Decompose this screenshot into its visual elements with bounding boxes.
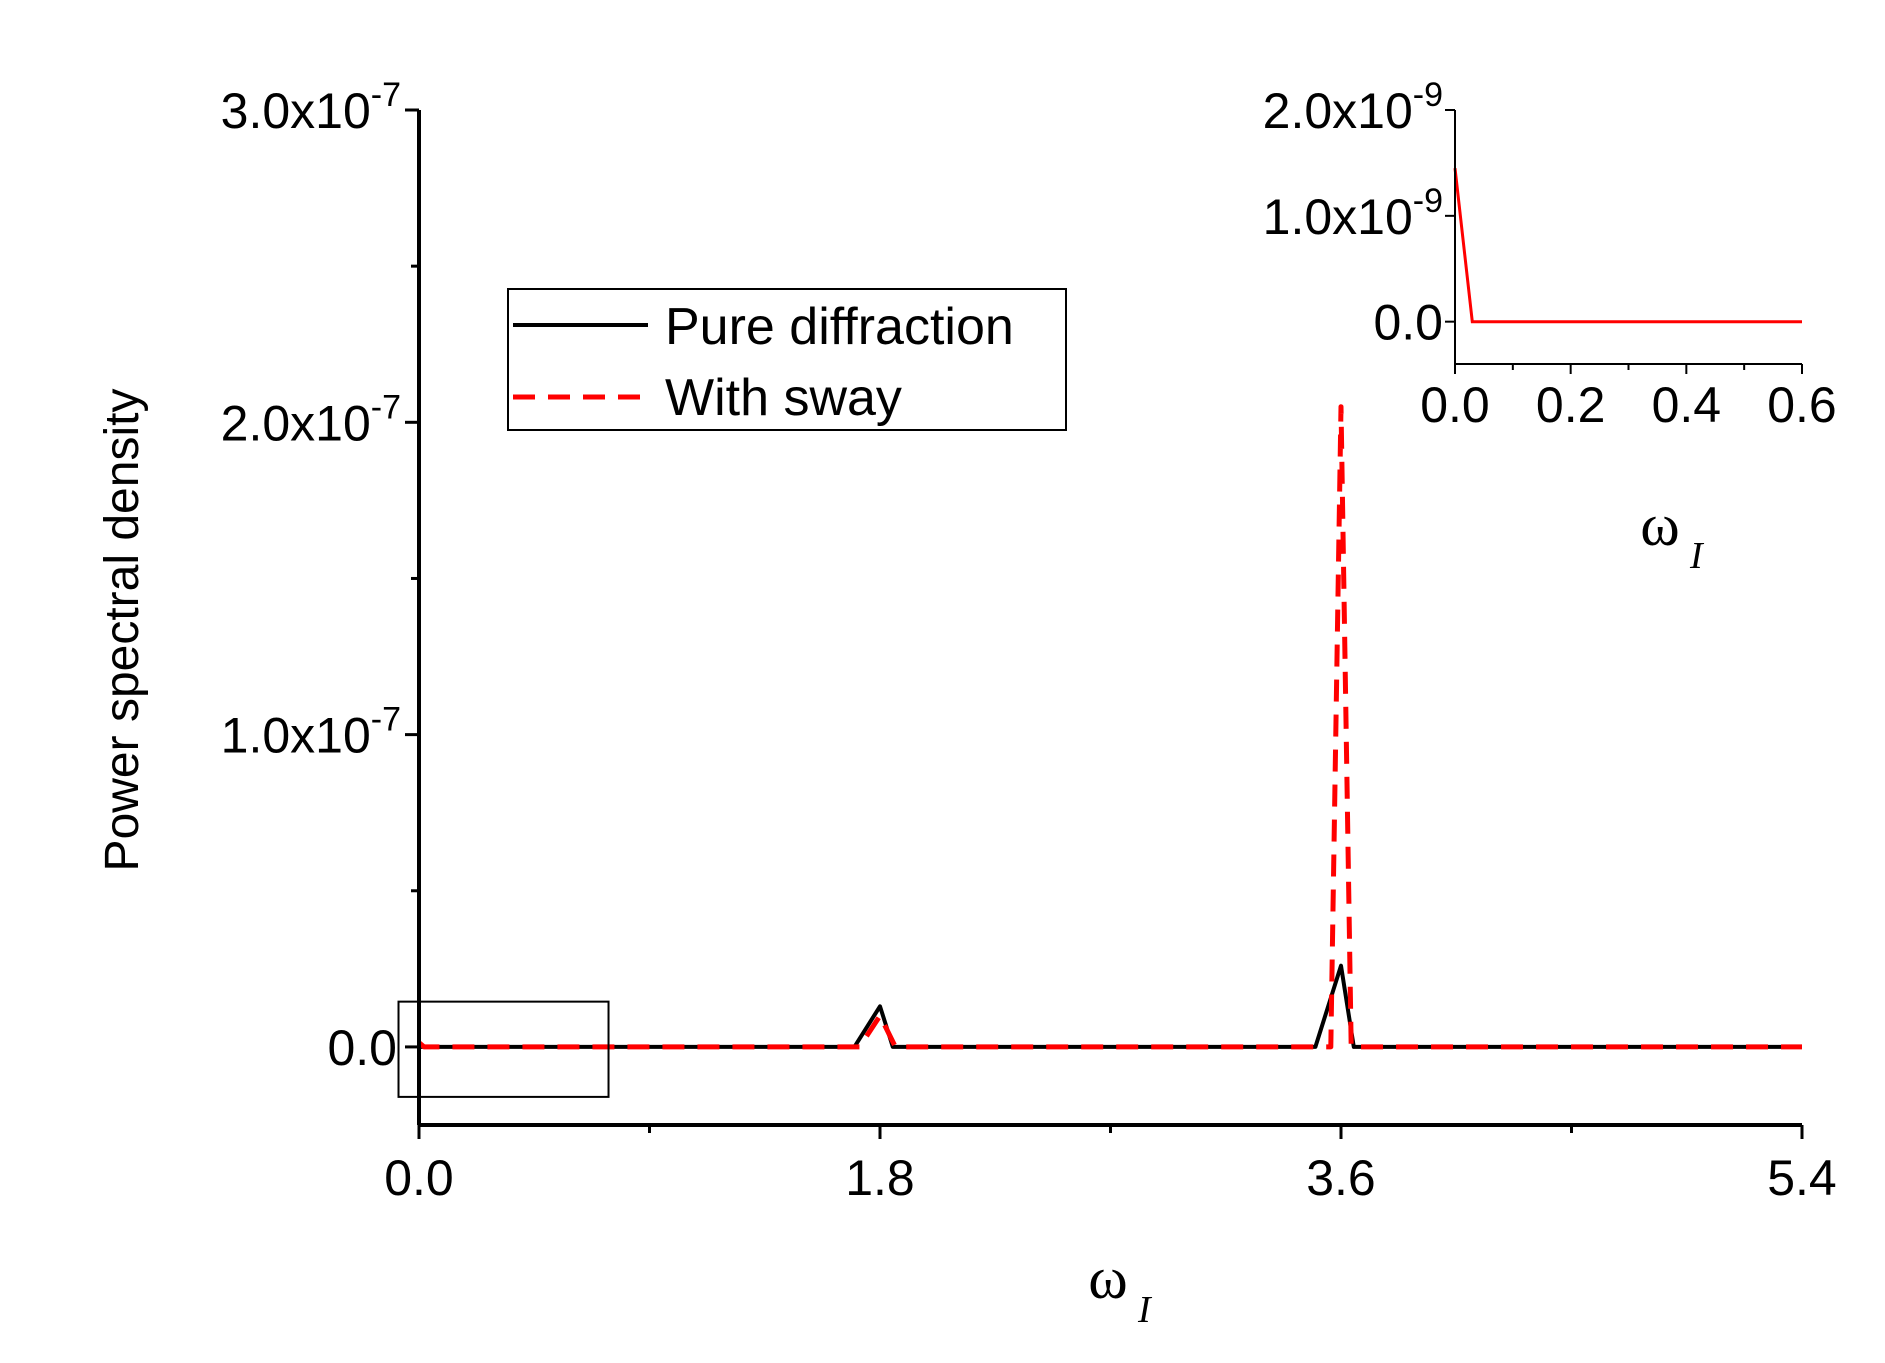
inset-y-tick-labels: 0.0 1.0x10-9 2.0x10-9 [1263, 76, 1443, 351]
x-axis-title: ω I [1088, 1245, 1153, 1331]
main-axes [405, 108, 1804, 1139]
x-tick-label-0-0: 0.0 [384, 1150, 454, 1206]
legend-label-pure-diffraction: Pure diffraction [665, 298, 1014, 356]
x-tick-label-1-8: 1.8 [845, 1150, 915, 1206]
x-tick-labels: 0.0 1.8 3.6 5.4 [384, 1150, 1837, 1206]
x-tick-label-3-6: 3.6 [1306, 1150, 1376, 1206]
inset-x-axis-title-omega: ω [1640, 492, 1680, 558]
y-tick-label-3-0x10-7: 3.0x10-7 [221, 76, 401, 139]
legend: Pure diffraction With sway [507, 288, 1067, 431]
inset-series-line-with-sway [1453, 168, 1802, 324]
y-axis-title: Power spectral density [96, 389, 149, 872]
x-axis-title-omega: ω [1088, 1245, 1128, 1311]
y-tick-labels: 0.0 1.0x10-7 2.0x10-7 3.0x10-7 [221, 76, 401, 1076]
inset-x-tick-label-0-0: 0.0 [1420, 377, 1490, 433]
y-tick-label-1-0x10-7: 1.0x10-7 [221, 701, 401, 764]
legend-box [507, 288, 1067, 431]
inset-x-tick-label-0-2: 0.2 [1536, 377, 1606, 433]
inset-x-tick-label-0-4: 0.4 [1652, 377, 1722, 433]
inset-y-tick-label-1-0x10-9: 1.0x10-9 [1263, 182, 1443, 245]
legend-label-with-sway: With sway [665, 369, 902, 427]
y-tick-label-0-0: 0.0 [327, 1020, 397, 1076]
inset-y-tick-label-0-0: 0.0 [1373, 295, 1443, 351]
series-line-with-sway [417, 404, 1802, 1050]
inset-x-axis-title-subscript: I [1689, 535, 1705, 577]
x-axis-title-subscript: I [1137, 1289, 1153, 1331]
inset-x-tick-label-0-6: 0.6 [1767, 377, 1837, 433]
x-tick-label-5-4: 5.4 [1767, 1150, 1837, 1206]
zoom-region-box [397, 1000, 610, 1098]
inset-y-tick-label-2-0x10-9: 2.0x10-9 [1263, 76, 1443, 139]
inset-x-axis-title: ω I [1640, 492, 1705, 577]
inset-axes [1445, 109, 1803, 374]
y-tick-label-2-0x10-7: 2.0x10-7 [221, 388, 401, 451]
main-series-group [417, 404, 1803, 1050]
inset-x-tick-labels: 0.0 0.2 0.4 0.6 [1420, 377, 1837, 433]
